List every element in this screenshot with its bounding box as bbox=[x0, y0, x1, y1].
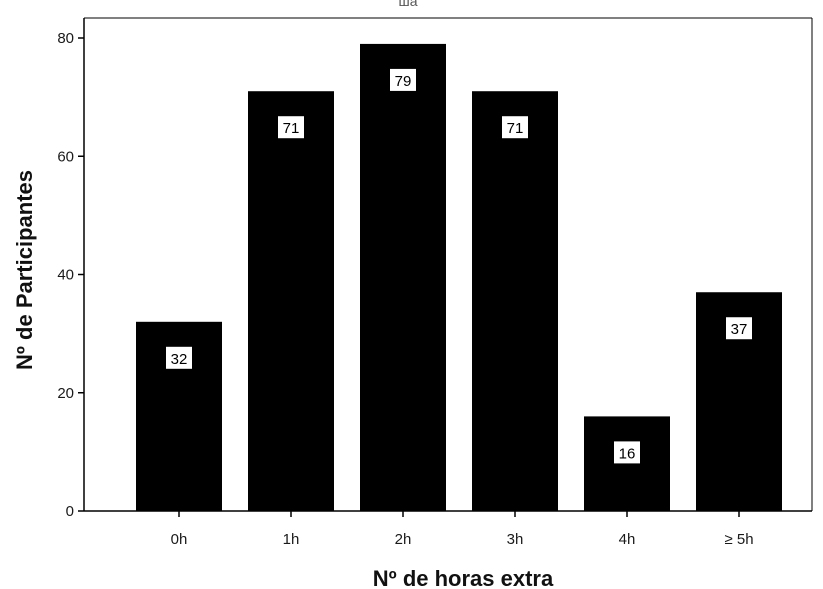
x-tick-label: 1h bbox=[283, 531, 300, 548]
bar-4 bbox=[584, 416, 670, 511]
data-label: 37 bbox=[731, 321, 748, 338]
data-labels: 32 71 79 71 16 37 bbox=[166, 68, 752, 464]
data-label-box bbox=[390, 68, 416, 91]
x-tick-label: 4h bbox=[619, 531, 636, 548]
data-label: 79 bbox=[395, 73, 412, 90]
cropped-title-fragment: ша bbox=[398, 0, 417, 9]
bars bbox=[136, 43, 782, 512]
y-tick-label: 60 bbox=[57, 148, 74, 165]
x-axis-ticks: 0h 1h 2h 3h 4h ≥ 5h bbox=[171, 511, 754, 548]
y-tick-label: 40 bbox=[57, 267, 74, 284]
data-label: 16 bbox=[619, 445, 636, 462]
x-axis-title: Nº de horas extra bbox=[373, 566, 554, 589]
x-tick-label: 2h bbox=[395, 531, 412, 548]
x-tick-label: 3h bbox=[507, 531, 524, 548]
data-label: 32 bbox=[171, 351, 188, 368]
data-label-box bbox=[502, 116, 528, 139]
bar-2 bbox=[360, 43, 446, 511]
data-label: 71 bbox=[507, 120, 524, 137]
y-axis-ticks: 0 20 40 60 80 bbox=[57, 30, 84, 520]
data-label-box bbox=[614, 441, 640, 464]
y-tick-label: 0 bbox=[66, 503, 74, 520]
data-label-box bbox=[726, 317, 752, 340]
bar-1 bbox=[248, 91, 334, 512]
bar-3 bbox=[472, 91, 558, 512]
data-label-box bbox=[166, 346, 192, 369]
x-tick-label: ≥ 5h bbox=[724, 531, 753, 548]
data-label: 71 bbox=[283, 120, 300, 137]
y-tick-label: 80 bbox=[57, 30, 74, 47]
y-axis-title: Nº de Participantes bbox=[12, 170, 37, 370]
y-tick-label: 20 bbox=[57, 385, 74, 402]
data-label-box bbox=[278, 116, 304, 139]
x-tick-label: 0h bbox=[171, 531, 188, 548]
